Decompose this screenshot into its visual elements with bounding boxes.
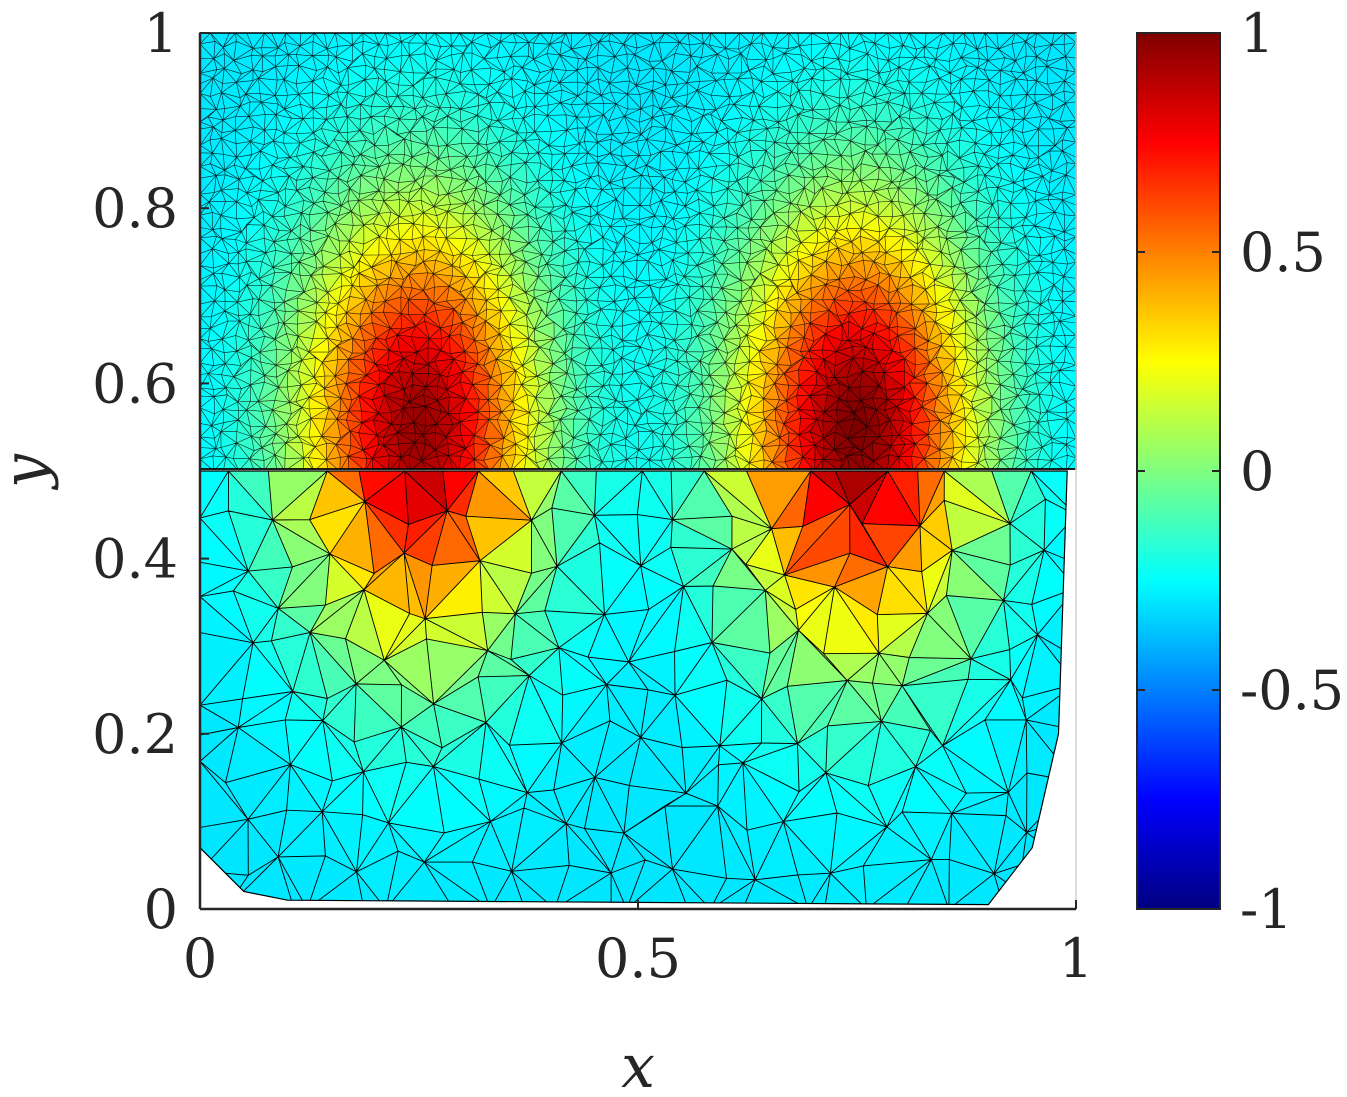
fine-mesh-region [200, 33, 1076, 469]
plot-area [199, 32, 1077, 906]
